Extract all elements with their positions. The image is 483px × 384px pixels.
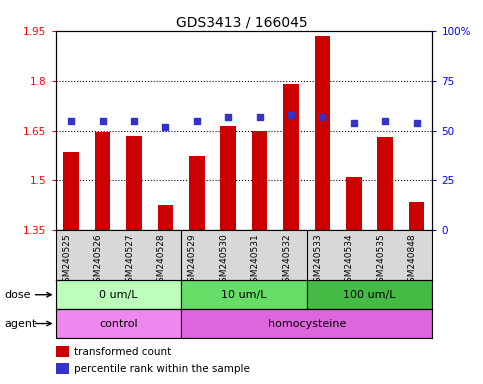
- Point: [99, 118, 107, 124]
- Text: GSM240531: GSM240531: [251, 233, 260, 288]
- Bar: [189, 156, 205, 230]
- Bar: [63, 152, 79, 230]
- Text: 100 um/L: 100 um/L: [343, 290, 396, 300]
- Text: homocysteine: homocysteine: [268, 318, 346, 329]
- Text: control: control: [99, 318, 138, 329]
- Bar: [56, 309, 181, 338]
- Bar: [157, 205, 173, 230]
- Point: [161, 124, 170, 130]
- Text: GSM240848: GSM240848: [408, 233, 416, 288]
- Text: dose: dose: [5, 290, 31, 300]
- Point: [412, 119, 420, 126]
- Point: [382, 118, 389, 124]
- Text: GSM240529: GSM240529: [188, 233, 197, 288]
- Text: GSM240525: GSM240525: [62, 233, 71, 288]
- Text: GDS3413 / 166045: GDS3413 / 166045: [176, 15, 307, 29]
- Bar: [126, 136, 142, 230]
- Point: [130, 118, 138, 124]
- Bar: [56, 280, 181, 309]
- Text: transformed count: transformed count: [74, 347, 171, 357]
- Bar: [283, 84, 299, 230]
- Text: GSM240528: GSM240528: [156, 233, 165, 288]
- Text: GSM240533: GSM240533: [313, 233, 323, 288]
- Text: agent: agent: [5, 318, 37, 329]
- Point: [224, 114, 232, 120]
- Text: GSM240535: GSM240535: [376, 233, 385, 288]
- Text: percentile rank within the sample: percentile rank within the sample: [74, 364, 250, 374]
- Point: [68, 118, 75, 124]
- Text: GSM240527: GSM240527: [125, 233, 134, 288]
- Point: [350, 119, 357, 126]
- Bar: [181, 309, 432, 338]
- Bar: [181, 280, 307, 309]
- Text: GSM240526: GSM240526: [94, 233, 103, 288]
- Bar: [56, 363, 69, 374]
- Bar: [56, 346, 69, 357]
- Bar: [252, 131, 268, 230]
- Bar: [346, 177, 362, 230]
- Bar: [409, 202, 425, 230]
- Text: GSM240532: GSM240532: [282, 233, 291, 288]
- Text: GSM240530: GSM240530: [219, 233, 228, 288]
- Point: [256, 114, 264, 120]
- Bar: [307, 280, 432, 309]
- Bar: [220, 126, 236, 230]
- Text: 10 um/L: 10 um/L: [221, 290, 267, 300]
- Bar: [314, 36, 330, 230]
- Bar: [377, 137, 393, 230]
- Text: 0 um/L: 0 um/L: [99, 290, 138, 300]
- Bar: [95, 132, 111, 230]
- Text: GSM240534: GSM240534: [345, 233, 354, 288]
- Point: [287, 111, 295, 118]
- Point: [319, 114, 327, 120]
- Point: [193, 118, 201, 124]
